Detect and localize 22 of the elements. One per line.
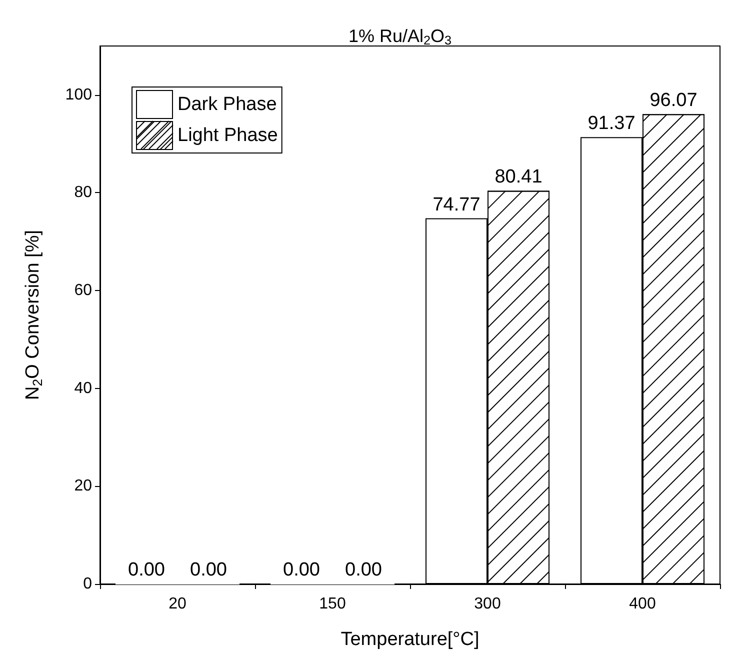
y-tick-label: 40 [74,380,92,397]
data-label: 0.00 [128,560,165,580]
y-tick-label: 0 [83,576,92,592]
data-label: 0.00 [190,560,227,580]
data-label: 74.77 [432,194,480,216]
y-tick-label: 20 [74,478,92,495]
x-tick-label: 150 [319,596,346,612]
y-tick-label: 60 [74,282,92,300]
y-tick-label: 100 [65,86,92,104]
y-axis-title: N2O Conversion [%] [22,230,45,400]
data-label: 91.37 [588,113,636,134]
x-tick-label: 20 [168,596,186,612]
legend-label: Dark Phase [178,94,277,115]
x-tick-label: 400 [629,596,656,612]
x-tick-label: 300 [474,596,501,612]
legend-label: Light Phase [178,125,278,146]
data-label: 0.00 [283,560,320,580]
data-label: 96.07 [650,90,698,112]
data-label: 80.41 [494,166,542,188]
y-tick-label: 80 [74,184,92,202]
x-axis-title: Temperature[°C] [340,629,480,650]
data-label: 0.00 [345,560,382,580]
